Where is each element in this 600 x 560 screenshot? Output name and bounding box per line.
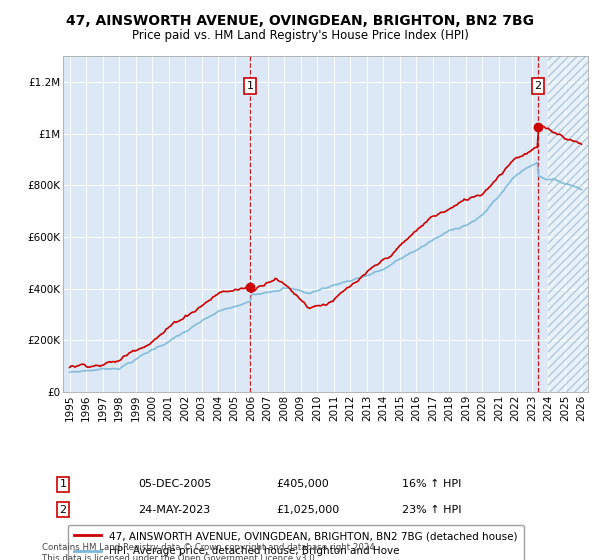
Text: Price paid vs. HM Land Registry's House Price Index (HPI): Price paid vs. HM Land Registry's House …: [131, 29, 469, 42]
Text: 16% ↑ HPI: 16% ↑ HPI: [402, 479, 461, 489]
Text: 24-MAY-2023: 24-MAY-2023: [138, 505, 210, 515]
Bar: [548, 56, 590, 392]
Text: Contains HM Land Registry data © Crown copyright and database right 2024.
This d: Contains HM Land Registry data © Crown c…: [42, 543, 377, 560]
Text: 47, AINSWORTH AVENUE, OVINGDEAN, BRIGHTON, BN2 7BG: 47, AINSWORTH AVENUE, OVINGDEAN, BRIGHTO…: [66, 14, 534, 28]
Text: 23% ↑ HPI: 23% ↑ HPI: [402, 505, 461, 515]
Legend: 47, AINSWORTH AVENUE, OVINGDEAN, BRIGHTON, BN2 7BG (detached house), HPI: Averag: 47, AINSWORTH AVENUE, OVINGDEAN, BRIGHTO…: [68, 525, 524, 560]
Text: 1: 1: [59, 479, 67, 489]
Text: £405,000: £405,000: [276, 479, 329, 489]
Text: 1: 1: [247, 81, 253, 91]
Bar: [548, 56, 590, 392]
Text: 05-DEC-2005: 05-DEC-2005: [138, 479, 211, 489]
Text: 2: 2: [535, 81, 542, 91]
Text: £1,025,000: £1,025,000: [276, 505, 339, 515]
Text: 2: 2: [59, 505, 67, 515]
